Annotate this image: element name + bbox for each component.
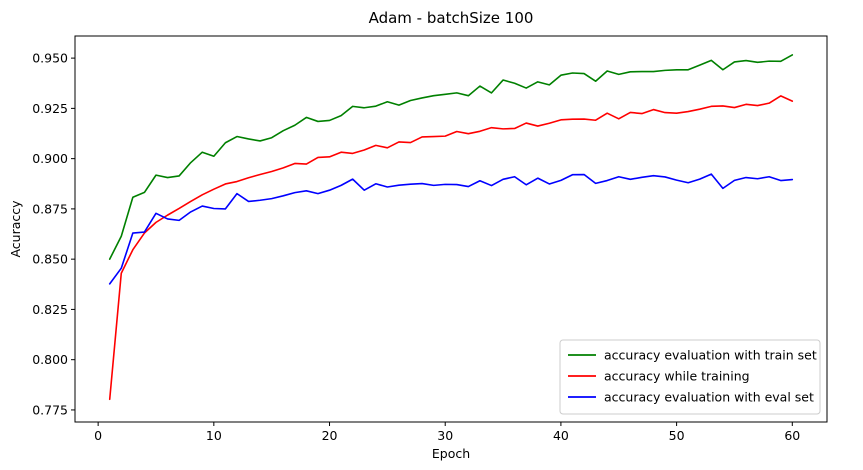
x-tick-label: 20 (322, 428, 338, 443)
y-tick-label: 0.875 (32, 201, 68, 216)
y-axis: 0.775 0.800 0.825 0.850 0.875 0.900 0.925 0.950 (32, 51, 75, 417)
x-axis-label: Epoch (432, 446, 470, 461)
plot-frame (74, 35, 828, 423)
series-layer (108, 54, 794, 401)
y-tick-label: 0.800 (32, 352, 68, 367)
legend-box (559, 339, 821, 415)
y-axis-label: Acuraccy (8, 200, 23, 258)
y-tick-label: 0.825 (32, 302, 68, 317)
x-tick-label: 10 (206, 428, 222, 443)
y-tick-label: 0.950 (32, 51, 68, 66)
x-axis: 0 10 20 30 40 50 60 (94, 422, 800, 443)
x-tick-label: 0 (94, 428, 102, 443)
x-tick-label: 30 (437, 428, 453, 443)
series-line-2 (108, 173, 794, 285)
y-tick-label: 0.850 (32, 252, 68, 267)
x-tick-label: 60 (784, 428, 800, 443)
y-tick-label: 0.925 (32, 101, 68, 116)
legend-label-1: accuracy while training (604, 369, 750, 384)
chart-title: Adam - batchSize 100 (369, 9, 534, 27)
y-tick-label: 0.775 (32, 402, 68, 417)
legend-label-0: accuracy evaluation with train set (604, 348, 817, 363)
series-line-0 (108, 54, 794, 260)
x-tick-label: 40 (553, 428, 569, 443)
series-line-1 (108, 95, 794, 401)
legend-label-2: accuracy evaluation with eval set (604, 390, 814, 405)
legend: accuracy evaluation with train set accura… (559, 339, 821, 415)
y-tick-label: 0.900 (32, 151, 68, 166)
x-tick-label: 50 (669, 428, 685, 443)
